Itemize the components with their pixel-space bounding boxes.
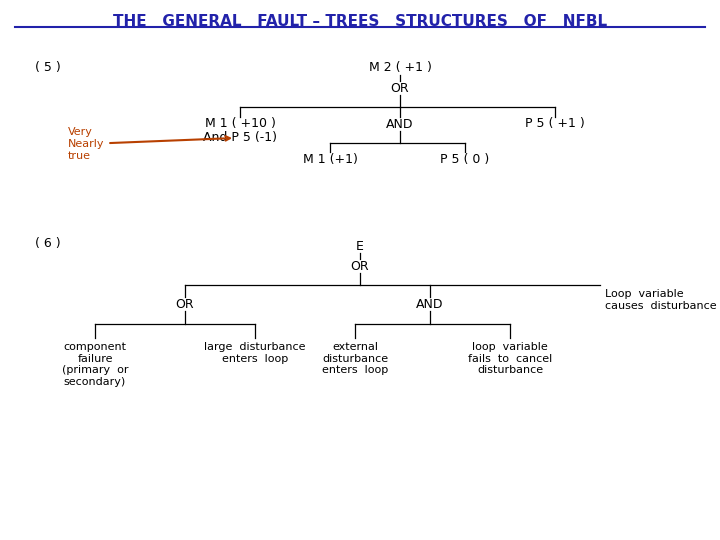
Text: ( 6 ): ( 6 ) [35, 238, 60, 251]
Text: M 1 ( +10 ): M 1 ( +10 ) [204, 118, 276, 131]
Text: THE   GENERAL   FAULT – TREES   STRUCTURES   OF   NFBL: THE GENERAL FAULT – TREES STRUCTURES OF … [113, 14, 607, 29]
Text: loop  variable
fails  to  cancel
disturbance: loop variable fails to cancel disturbanc… [468, 342, 552, 375]
Text: Loop  variable
causes  disturbance: Loop variable causes disturbance [605, 289, 716, 311]
Text: external
disturbance
enters  loop: external disturbance enters loop [322, 342, 388, 375]
Text: AND: AND [416, 298, 444, 310]
Text: AND: AND [386, 118, 414, 131]
Text: component
failure
(primary  or
secondary): component failure (primary or secondary) [62, 342, 128, 387]
Text: OR: OR [391, 82, 409, 94]
Text: OR: OR [176, 298, 194, 310]
Text: OR: OR [351, 260, 369, 273]
Text: Very
Nearly
true: Very Nearly true [68, 127, 230, 160]
Text: And P 5 (-1): And P 5 (-1) [203, 132, 277, 145]
Text: M 2 ( +1 ): M 2 ( +1 ) [369, 62, 431, 75]
Text: P 5 ( 0 ): P 5 ( 0 ) [441, 152, 490, 165]
Text: P 5 ( +1 ): P 5 ( +1 ) [525, 118, 585, 131]
Text: M 1 (+1): M 1 (+1) [302, 152, 357, 165]
Text: ( 5 ): ( 5 ) [35, 62, 60, 75]
Text: E: E [356, 240, 364, 253]
Text: large  disturbance
enters  loop: large disturbance enters loop [204, 342, 306, 363]
